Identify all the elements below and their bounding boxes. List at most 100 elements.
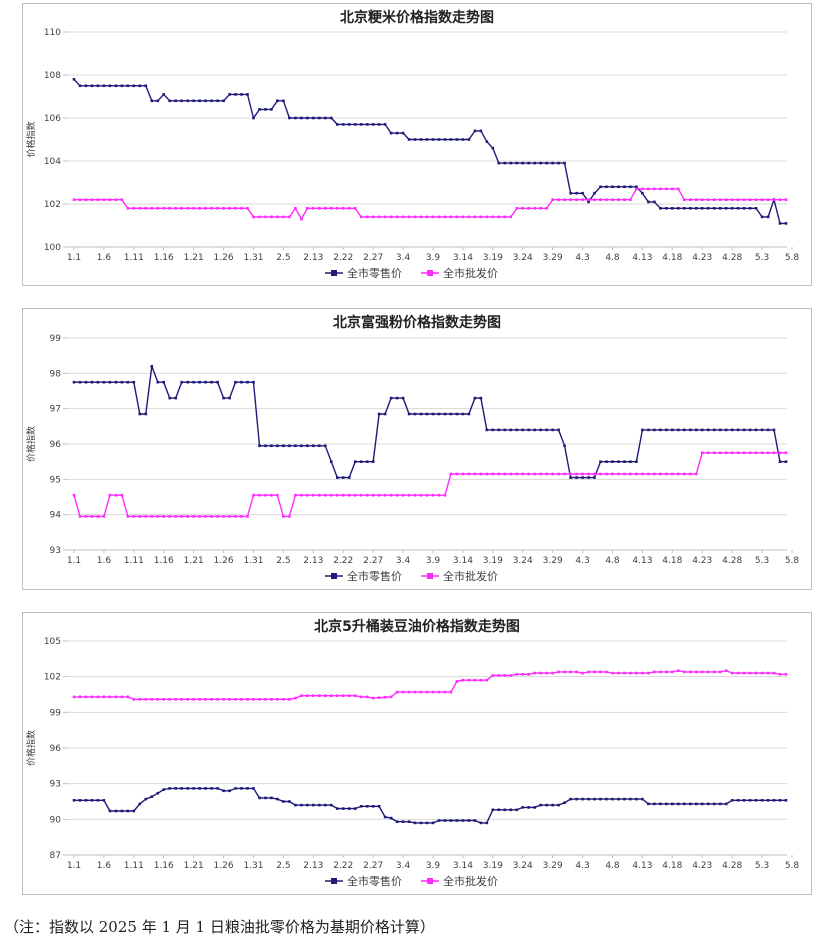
data-point <box>557 803 560 807</box>
x-tick-label: 4.8 <box>605 253 620 263</box>
legend-label: 全市批发价 <box>443 266 498 280</box>
data-point <box>599 198 602 201</box>
data-point <box>742 428 746 432</box>
data-point <box>102 84 106 88</box>
y-tick-label: 97 <box>50 405 61 415</box>
data-point <box>150 99 154 103</box>
data-point <box>330 207 333 210</box>
data-point <box>270 108 273 111</box>
data-point <box>700 428 704 432</box>
data-point <box>377 696 381 699</box>
data-point <box>736 198 740 201</box>
data-point <box>557 198 560 201</box>
data-point <box>204 99 207 103</box>
data-point <box>683 670 686 674</box>
data-point <box>306 207 309 210</box>
data-point <box>336 694 339 697</box>
data-point <box>587 200 590 204</box>
data-point <box>485 140 489 143</box>
data-point <box>593 472 596 476</box>
data-point <box>359 805 363 808</box>
data-point <box>90 84 94 88</box>
data-point <box>545 161 548 165</box>
data-point <box>575 476 578 479</box>
data-point <box>671 187 674 191</box>
data-point <box>168 99 171 103</box>
data-point <box>677 472 680 476</box>
data-point <box>587 670 590 674</box>
data-point <box>234 380 237 384</box>
rice-chart-panel: 北京粳米价格指数走势图 100 102 104 106 108 110 1.1 1.6 1.11 1… <box>22 3 812 286</box>
data-point <box>341 207 345 210</box>
data-point <box>330 116 333 120</box>
data-point <box>659 187 662 191</box>
data-point <box>766 451 770 455</box>
x-tick-label: 2.22 <box>333 253 353 263</box>
data-point <box>288 116 291 120</box>
x-tick-label: 1.16 <box>154 861 174 871</box>
x-tick-label: 4.23 <box>692 253 712 263</box>
data-point <box>174 698 177 701</box>
data-point <box>760 671 764 675</box>
data-point <box>497 215 501 219</box>
data-point <box>443 493 447 497</box>
data-point <box>431 493 435 497</box>
data-point <box>174 99 177 103</box>
data-point <box>132 380 136 384</box>
data-point <box>509 472 513 476</box>
x-tick-label: 1.6 <box>97 253 112 263</box>
legend-marker <box>427 878 433 884</box>
data-point <box>204 515 207 518</box>
data-point <box>162 698 165 701</box>
data-point <box>605 670 608 674</box>
data-point <box>491 472 495 476</box>
y-axis-label: 价格指数 <box>25 426 37 462</box>
data-point <box>575 198 578 201</box>
x-tick-label: 4.18 <box>662 253 682 263</box>
data-point <box>748 428 752 432</box>
data-point <box>736 428 740 432</box>
data-point <box>521 472 524 476</box>
data-point <box>365 493 369 497</box>
data-point <box>318 444 321 448</box>
x-tick-label: 3.14 <box>453 556 473 566</box>
data-point <box>78 695 82 699</box>
y-tick-label: 99 <box>50 334 62 344</box>
data-point <box>120 84 124 88</box>
data-point <box>282 215 285 219</box>
data-point <box>156 99 160 103</box>
data-point <box>641 797 644 801</box>
data-point <box>509 674 513 677</box>
data-point <box>252 380 255 384</box>
data-point <box>641 187 644 191</box>
data-point <box>114 695 118 699</box>
data-point <box>84 84 88 88</box>
data-point <box>210 380 213 384</box>
data-point <box>569 797 572 801</box>
data-point <box>150 698 154 701</box>
data-point <box>629 472 632 476</box>
data-point <box>503 161 507 165</box>
data-point <box>198 380 201 384</box>
data-point <box>515 161 519 165</box>
data-point <box>539 207 542 210</box>
data-point <box>545 428 548 432</box>
data-point <box>216 787 219 790</box>
data-point <box>222 207 225 210</box>
data-point <box>114 84 118 88</box>
data-point <box>706 207 710 210</box>
data-point <box>150 365 154 368</box>
data-point <box>551 428 554 432</box>
data-point <box>461 819 465 822</box>
data-point <box>96 695 100 699</box>
data-point <box>623 185 626 189</box>
data-point <box>413 690 417 694</box>
data-point <box>216 380 219 384</box>
data-point <box>324 803 327 807</box>
data-point <box>551 671 554 675</box>
data-point <box>473 472 477 476</box>
data-point <box>760 799 764 802</box>
data-point <box>114 493 118 497</box>
data-point <box>371 493 375 497</box>
data-point <box>754 428 758 432</box>
